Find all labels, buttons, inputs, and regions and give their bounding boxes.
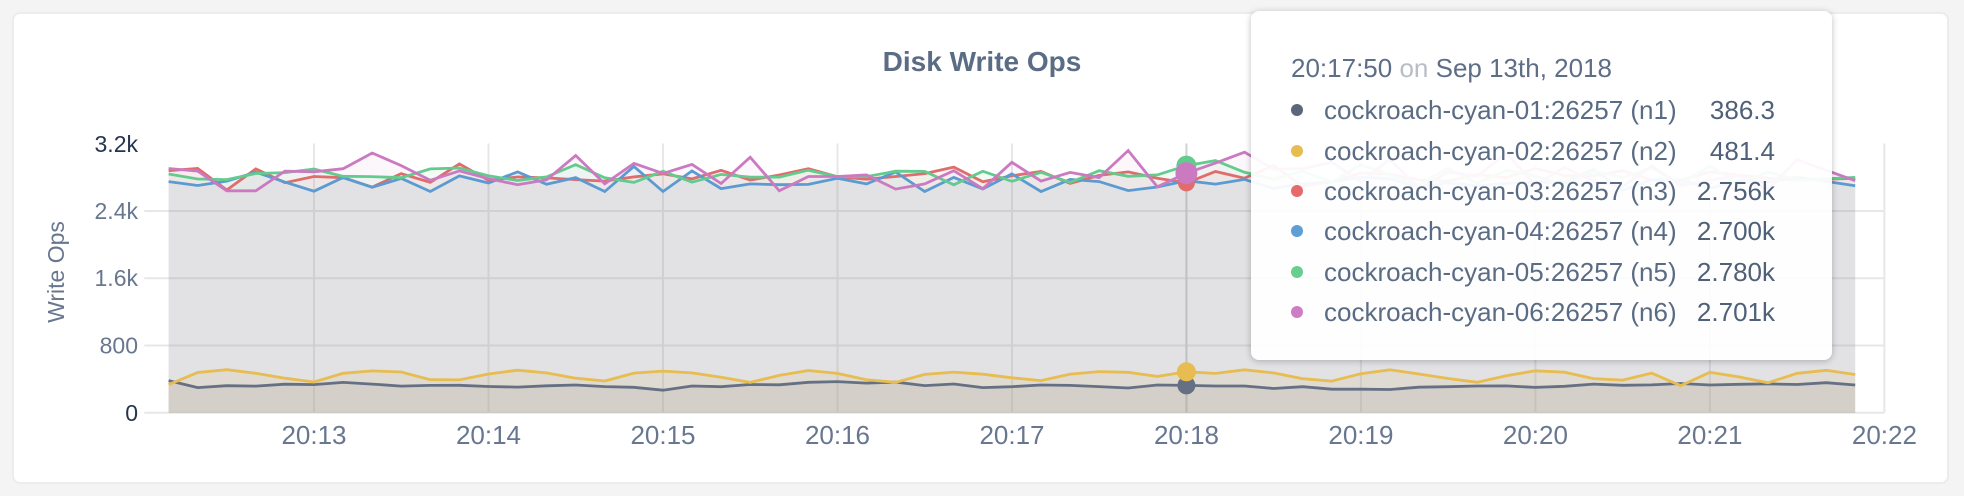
svg-text:Disk Write Ops: Disk Write Ops — [883, 46, 1082, 77]
svg-text:800: 800 — [100, 333, 138, 359]
svg-text:20:21: 20:21 — [1677, 420, 1742, 450]
svg-text:Write Ops: Write Ops — [43, 221, 69, 323]
svg-text:20:14: 20:14 — [456, 420, 521, 450]
svg-text:3.2k: 3.2k — [95, 131, 139, 157]
svg-text:20:20: 20:20 — [1503, 420, 1568, 450]
svg-text:1.6k: 1.6k — [95, 265, 139, 291]
svg-text:20:13: 20:13 — [281, 420, 346, 450]
svg-text:20:22: 20:22 — [1852, 420, 1917, 450]
svg-text:20:19: 20:19 — [1328, 420, 1393, 450]
svg-text:0: 0 — [125, 400, 138, 426]
svg-text:2.4k: 2.4k — [95, 198, 139, 224]
svg-text:20:15: 20:15 — [630, 420, 695, 450]
svg-text:20:18: 20:18 — [1154, 420, 1219, 450]
svg-text:20:17: 20:17 — [979, 420, 1044, 450]
svg-text:20:16: 20:16 — [805, 420, 870, 450]
